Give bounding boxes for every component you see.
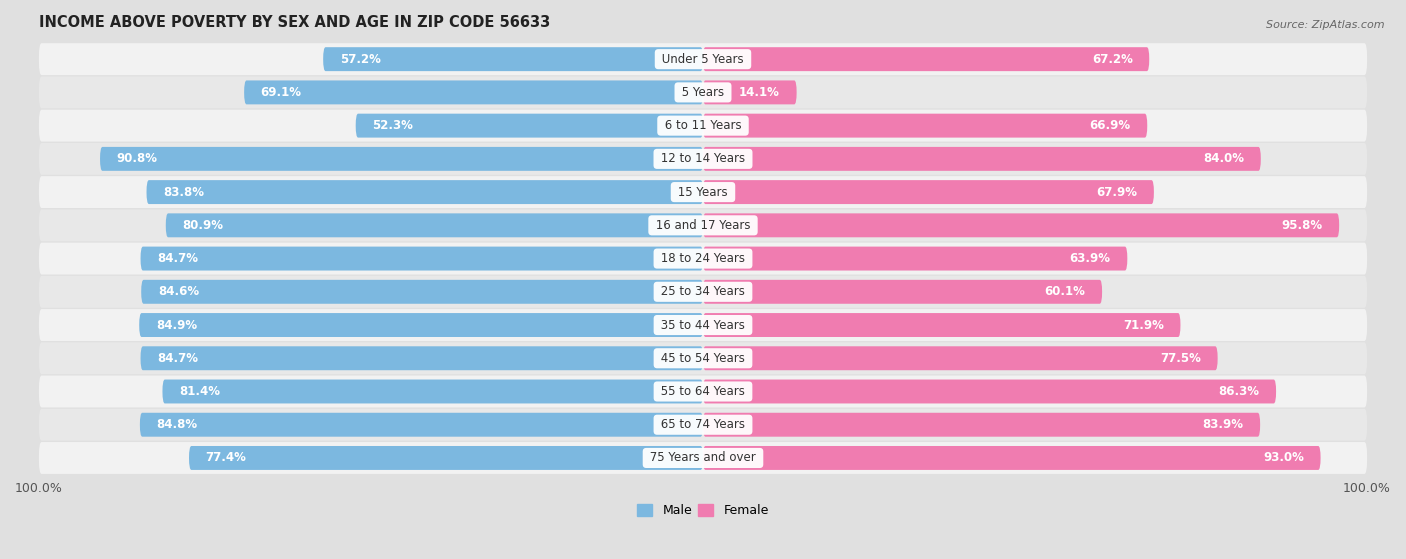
FancyBboxPatch shape: [141, 280, 703, 304]
FancyBboxPatch shape: [703, 147, 1261, 171]
FancyBboxPatch shape: [139, 313, 703, 337]
Text: 25 to 34 Years: 25 to 34 Years: [657, 285, 749, 299]
FancyBboxPatch shape: [39, 43, 1367, 75]
Text: 93.0%: 93.0%: [1263, 452, 1303, 465]
FancyBboxPatch shape: [39, 276, 1367, 308]
Text: 84.7%: 84.7%: [157, 352, 198, 365]
FancyBboxPatch shape: [703, 280, 1102, 304]
FancyBboxPatch shape: [703, 346, 1218, 370]
Text: 52.3%: 52.3%: [373, 119, 413, 132]
Text: 66.9%: 66.9%: [1090, 119, 1130, 132]
Text: 84.9%: 84.9%: [156, 319, 197, 331]
Text: 45 to 54 Years: 45 to 54 Years: [657, 352, 749, 365]
FancyBboxPatch shape: [39, 143, 1367, 175]
Text: Source: ZipAtlas.com: Source: ZipAtlas.com: [1267, 20, 1385, 30]
Text: 84.0%: 84.0%: [1204, 153, 1244, 165]
Text: 83.9%: 83.9%: [1202, 418, 1243, 431]
FancyBboxPatch shape: [703, 180, 1154, 204]
Text: 81.4%: 81.4%: [179, 385, 221, 398]
FancyBboxPatch shape: [141, 247, 703, 271]
FancyBboxPatch shape: [139, 413, 703, 437]
Text: 55 to 64 Years: 55 to 64 Years: [657, 385, 749, 398]
FancyBboxPatch shape: [703, 313, 1181, 337]
Text: 90.8%: 90.8%: [117, 153, 157, 165]
Text: 18 to 24 Years: 18 to 24 Years: [657, 252, 749, 265]
FancyBboxPatch shape: [39, 176, 1367, 208]
FancyBboxPatch shape: [39, 110, 1367, 141]
FancyBboxPatch shape: [163, 380, 703, 404]
FancyBboxPatch shape: [703, 446, 1320, 470]
FancyBboxPatch shape: [39, 77, 1367, 108]
Text: 16 and 17 Years: 16 and 17 Years: [652, 219, 754, 232]
FancyBboxPatch shape: [356, 113, 703, 138]
FancyBboxPatch shape: [703, 80, 797, 105]
Text: 95.8%: 95.8%: [1281, 219, 1323, 232]
Text: 5 Years: 5 Years: [678, 86, 728, 99]
Text: 75 Years and over: 75 Years and over: [647, 452, 759, 465]
Text: 6 to 11 Years: 6 to 11 Years: [661, 119, 745, 132]
FancyBboxPatch shape: [39, 409, 1367, 440]
FancyBboxPatch shape: [703, 47, 1149, 71]
Text: 84.7%: 84.7%: [157, 252, 198, 265]
Text: 77.5%: 77.5%: [1160, 352, 1201, 365]
Text: 67.9%: 67.9%: [1097, 186, 1137, 198]
FancyBboxPatch shape: [39, 342, 1367, 374]
Text: 69.1%: 69.1%: [260, 86, 302, 99]
Text: 63.9%: 63.9%: [1070, 252, 1111, 265]
Text: 12 to 14 Years: 12 to 14 Years: [657, 153, 749, 165]
Text: 67.2%: 67.2%: [1092, 53, 1133, 65]
Text: 83.8%: 83.8%: [163, 186, 204, 198]
Text: 15 Years: 15 Years: [675, 186, 731, 198]
Text: 14.1%: 14.1%: [740, 86, 780, 99]
FancyBboxPatch shape: [703, 214, 1339, 237]
FancyBboxPatch shape: [39, 243, 1367, 274]
FancyBboxPatch shape: [39, 376, 1367, 408]
FancyBboxPatch shape: [39, 309, 1367, 341]
FancyBboxPatch shape: [245, 80, 703, 105]
Text: 71.9%: 71.9%: [1123, 319, 1164, 331]
FancyBboxPatch shape: [146, 180, 703, 204]
FancyBboxPatch shape: [703, 113, 1147, 138]
FancyBboxPatch shape: [188, 446, 703, 470]
FancyBboxPatch shape: [39, 442, 1367, 474]
Text: 60.1%: 60.1%: [1045, 285, 1085, 299]
FancyBboxPatch shape: [703, 413, 1260, 437]
Text: Under 5 Years: Under 5 Years: [658, 53, 748, 65]
Text: INCOME ABOVE POVERTY BY SEX AND AGE IN ZIP CODE 56633: INCOME ABOVE POVERTY BY SEX AND AGE IN Z…: [39, 15, 550, 30]
Text: 80.9%: 80.9%: [183, 219, 224, 232]
FancyBboxPatch shape: [39, 210, 1367, 241]
Text: 84.8%: 84.8%: [156, 418, 198, 431]
FancyBboxPatch shape: [323, 47, 703, 71]
Text: 77.4%: 77.4%: [205, 452, 246, 465]
Legend: Male, Female: Male, Female: [633, 499, 773, 522]
FancyBboxPatch shape: [100, 147, 703, 171]
FancyBboxPatch shape: [166, 214, 703, 237]
Text: 65 to 74 Years: 65 to 74 Years: [657, 418, 749, 431]
Text: 84.6%: 84.6%: [157, 285, 198, 299]
Text: 57.2%: 57.2%: [340, 53, 381, 65]
FancyBboxPatch shape: [141, 346, 703, 370]
Text: 86.3%: 86.3%: [1219, 385, 1260, 398]
FancyBboxPatch shape: [703, 380, 1277, 404]
FancyBboxPatch shape: [703, 247, 1128, 271]
Text: 35 to 44 Years: 35 to 44 Years: [657, 319, 749, 331]
